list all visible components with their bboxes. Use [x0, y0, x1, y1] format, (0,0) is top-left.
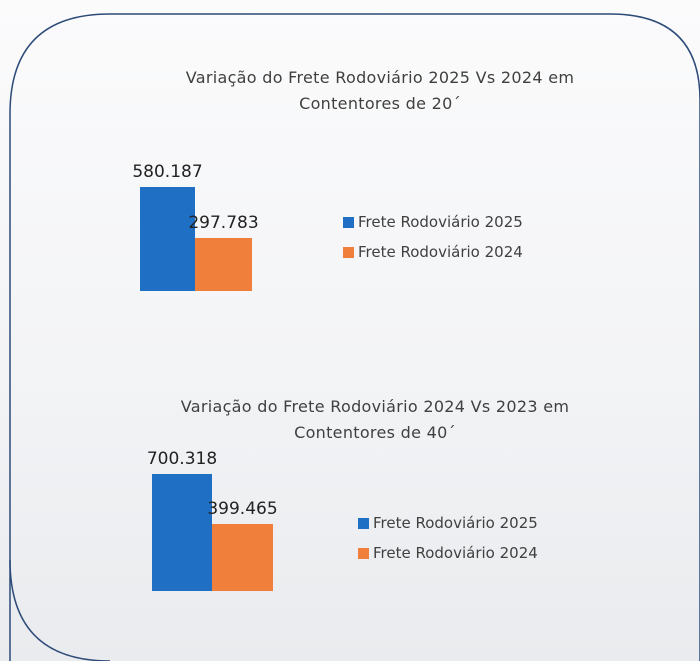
chart-title: Variação do Frete Rodoviário 2024 Vs 202…	[140, 394, 610, 446]
value-label: 580.187	[132, 162, 202, 182]
value-label: 700.318	[147, 449, 217, 469]
legend-swatch	[343, 247, 354, 258]
legend-label: Frete Rodoviário 2024	[373, 544, 538, 562]
legend-label: Frete Rodoviário 2025	[358, 213, 523, 231]
legend: Frete Rodoviário 2025 Frete Rodoviário 20…	[358, 514, 538, 574]
bar	[152, 474, 212, 591]
legend: Frete Rodoviário 2025 Frete Rodoviário 20…	[343, 213, 523, 273]
legend-label: Frete Rodoviário 2024	[358, 243, 523, 261]
legend-item: Frete Rodoviário 2024	[343, 243, 523, 273]
value-label: 399.465	[207, 499, 277, 519]
legend-swatch	[358, 518, 369, 529]
legend-swatch	[343, 217, 354, 228]
page: Variação do Frete Rodoviário 2025 Vs 202…	[0, 0, 700, 661]
legend-item: Frete Rodoviário 2025	[358, 514, 538, 544]
bar	[212, 524, 273, 591]
legend-item: Frete Rodoviário 2025	[343, 213, 523, 243]
value-label: 297.783	[188, 213, 258, 233]
legend-swatch	[358, 548, 369, 559]
bar	[195, 238, 252, 291]
bar	[140, 187, 195, 291]
legend-item: Frete Rodoviário 2024	[358, 544, 538, 574]
legend-label: Frete Rodoviário 2025	[373, 514, 538, 532]
chart-title: Variação do Frete Rodoviário 2025 Vs 202…	[145, 65, 615, 117]
